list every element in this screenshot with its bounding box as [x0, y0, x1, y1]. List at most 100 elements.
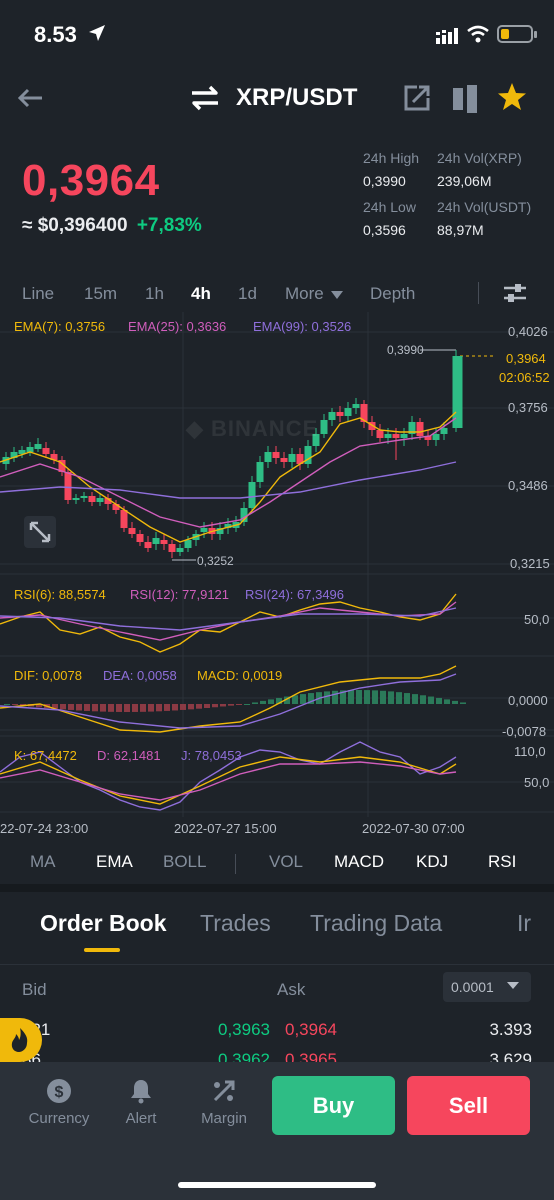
precision-select[interactable]: 0.0001 [443, 972, 531, 1002]
macd-bar [268, 699, 274, 704]
candle-body [296, 454, 304, 464]
status-bar: 8.53 [0, 0, 554, 70]
macd-bar [412, 694, 418, 704]
indicator-ma[interactable]: MA [30, 852, 56, 871]
macd-bar [60, 704, 66, 710]
candle-body [272, 452, 280, 458]
fullscreen-button[interactable] [24, 516, 56, 548]
macd-axis-label: -0,0078 [502, 724, 547, 739]
hot-button[interactable] [0, 1018, 42, 1062]
chart-settings-icon[interactable] [502, 280, 528, 306]
tab-order-book[interactable]: Order Book [40, 910, 167, 936]
candle-body [120, 510, 128, 528]
kline-chart[interactable]: EMA(7): 0,3756 EMA(25): 0,3636 EMA(99): … [0, 312, 554, 842]
indicator-boll[interactable]: BOLL [163, 852, 207, 871]
tab-trading-data[interactable]: Trading Data [310, 910, 443, 936]
rsi6-label: RSI(6): 88,5574 [14, 587, 106, 602]
dif-line [0, 665, 457, 733]
macd-bar [436, 697, 442, 704]
candle-body [288, 454, 296, 462]
interval-line[interactable]: Line [22, 284, 55, 303]
margin-button[interactable]: Margin [184, 1078, 264, 1127]
kdj-axis-label: 110,0 [514, 744, 546, 759]
macd-bar [284, 696, 290, 704]
vol-base-value: 239,06M [437, 173, 492, 189]
low-value: 0,3596 [363, 222, 406, 238]
interval-1d[interactable]: 1d [238, 284, 257, 303]
favorite-star-icon[interactable] [497, 82, 527, 112]
swap-icon[interactable] [190, 85, 220, 111]
share-icon[interactable] [403, 84, 431, 112]
macd-bar [380, 690, 386, 704]
candle-body [96, 498, 104, 502]
candle-body [80, 496, 88, 498]
buy-button[interactable]: Buy [272, 1076, 395, 1135]
interval-4h[interactable]: 4h [191, 284, 211, 303]
interval-depth[interactable]: Depth [370, 284, 416, 303]
alert-button[interactable]: Alert [101, 1078, 181, 1127]
rsi24-label: RSI(24): 67,3496 [245, 587, 345, 602]
candle-body [50, 454, 58, 460]
indicator-vol[interactable]: VOL [269, 852, 304, 871]
macd-bar [356, 690, 362, 704]
indicator-rsi[interactable]: RSI [488, 852, 517, 871]
macd-bar [84, 704, 90, 711]
alert-label: Alert [125, 1110, 157, 1127]
j-line [0, 741, 457, 811]
macd-bar [388, 691, 394, 704]
candle-body [392, 434, 400, 438]
tab-info[interactable]: Ir [517, 910, 532, 936]
location-arrow-icon [89, 25, 105, 41]
indicator-macd[interactable]: MACD [334, 852, 385, 871]
indicator-lines [0, 411, 466, 811]
interval-15m[interactable]: 15m [84, 284, 118, 303]
dollar-coin-icon: $ [47, 1079, 71, 1103]
time-axis-label: 2022-07-27 15:00 [174, 821, 277, 836]
svg-text:$: $ [55, 1084, 64, 1101]
active-tab-indicator [84, 948, 120, 952]
macd-bar [332, 690, 338, 704]
macd-bar [164, 704, 170, 711]
sell-button[interactable]: Sell [407, 1076, 530, 1135]
candle-body [144, 542, 152, 548]
macd-bar [260, 700, 266, 704]
candle-body [34, 444, 42, 449]
layout-icon[interactable] [452, 84, 478, 114]
expand-icon [29, 521, 51, 543]
macd-bar [148, 704, 154, 712]
vol-quote-label: 24h Vol(USDT) [437, 199, 532, 215]
interval-more[interactable]: More [285, 284, 344, 304]
macd-bar [12, 704, 18, 705]
macd-bar [108, 704, 114, 712]
macd-bar [404, 693, 410, 704]
macd-bar [188, 704, 194, 710]
candle-body [72, 498, 80, 500]
low-label: 24h Low [363, 199, 416, 215]
macd-bar [228, 704, 234, 706]
macd-bar [340, 690, 346, 704]
ema7-line [0, 411, 457, 543]
macd-bar [396, 692, 402, 704]
back-arrow-icon[interactable] [14, 82, 46, 114]
macd-bar [292, 695, 298, 704]
pair-title[interactable]: XRP/USDT [236, 84, 358, 111]
macd-bar [244, 704, 250, 705]
rsi-axis-label: 50,0 [524, 612, 550, 627]
indicator-ema[interactable]: EMA [96, 852, 133, 871]
interval-1h[interactable]: 1h [145, 284, 164, 303]
candle-body [216, 528, 224, 534]
rsi12-label: RSI(12): 77,9121 [130, 587, 230, 602]
macd-bar [452, 700, 458, 704]
indicator-kdj[interactable]: KDJ [416, 852, 449, 871]
macd-bar [236, 704, 242, 705]
candle-body [18, 450, 26, 454]
candle-body [248, 482, 256, 508]
macd-bar [212, 704, 218, 708]
macd-bar [348, 690, 354, 704]
price-change: +7,83% [136, 215, 202, 236]
candle-body [416, 422, 424, 436]
candle-body [408, 422, 416, 434]
currency-button[interactable]: $ Currency [19, 1078, 99, 1127]
orderbook-row[interactable]: 921 0,3963 0,3964 3.393 [0, 1020, 554, 1046]
tab-trades[interactable]: Trades [200, 910, 271, 936]
